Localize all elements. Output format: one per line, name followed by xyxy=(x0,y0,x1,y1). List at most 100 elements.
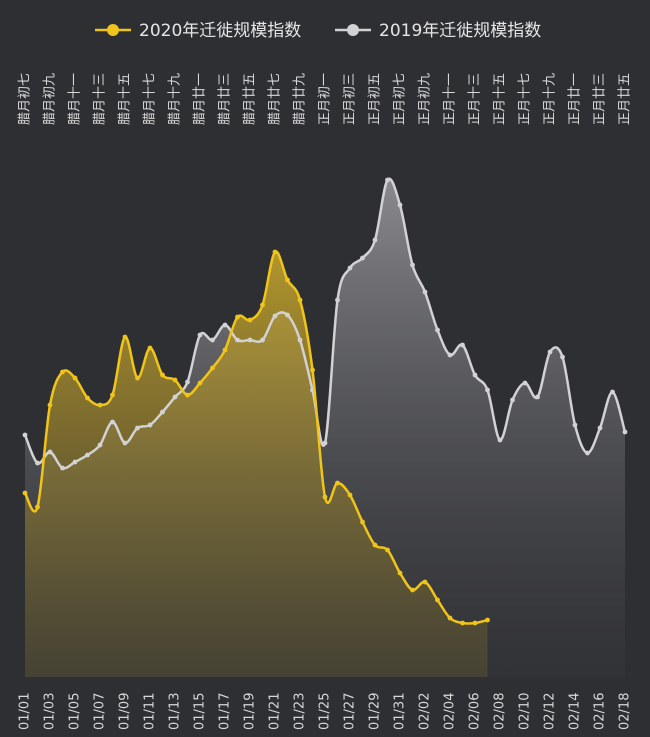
x-tick-label: 01/15 xyxy=(193,693,208,730)
point xyxy=(297,337,303,343)
point xyxy=(485,387,490,393)
point xyxy=(435,327,440,333)
lunar-label: 腊月廿三 xyxy=(218,73,233,125)
point xyxy=(285,312,290,318)
point xyxy=(372,542,378,548)
point xyxy=(285,277,290,283)
point xyxy=(110,392,115,398)
point xyxy=(235,314,240,320)
lunar-label: 腊月十五 xyxy=(118,73,133,125)
lunar-label: 正月十七 xyxy=(518,73,533,125)
lunar-label: 正月初九 xyxy=(418,73,433,125)
point xyxy=(210,365,215,371)
point xyxy=(397,570,403,576)
x-tick-label: 01/31 xyxy=(393,693,408,730)
point xyxy=(135,375,140,381)
legend-text: 2020年迁徙规模指数 xyxy=(139,21,301,41)
lunar-label: 腊月十九 xyxy=(168,73,183,125)
point xyxy=(447,352,453,358)
point xyxy=(322,494,328,500)
lunar-label: 腊月十一 xyxy=(68,73,83,125)
point xyxy=(85,395,90,401)
point xyxy=(560,354,565,360)
point xyxy=(110,419,115,425)
point xyxy=(422,289,428,295)
point xyxy=(60,465,65,471)
point xyxy=(97,402,103,408)
x-tick-label: 01/07 xyxy=(93,693,108,730)
lunar-label: 腊月初九 xyxy=(43,73,58,125)
point xyxy=(222,347,228,353)
lunar-label: 正月廿一 xyxy=(568,73,583,125)
legend-dot xyxy=(107,24,119,36)
x-tick-label: 01/29 xyxy=(368,693,383,730)
point xyxy=(97,442,103,448)
x-tick-label: 01/05 xyxy=(68,693,83,730)
point xyxy=(35,460,40,466)
lunar-label: 正月十九 xyxy=(543,73,558,125)
lunar-label: 正月十一 xyxy=(443,73,458,125)
x-tick-label: 02/12 xyxy=(543,693,558,730)
point xyxy=(535,394,540,400)
point xyxy=(485,617,490,623)
point xyxy=(185,379,190,385)
point xyxy=(547,349,553,355)
point xyxy=(247,317,253,323)
point xyxy=(197,332,203,338)
lunar-label: 正月初五 xyxy=(368,73,383,125)
point xyxy=(235,337,240,343)
x-tick-label: 01/19 xyxy=(243,693,258,730)
lunar-label: 正月初三 xyxy=(343,73,358,125)
lunar-label: 正月十五 xyxy=(493,73,508,125)
point xyxy=(260,302,265,308)
x-tick-label: 01/27 xyxy=(343,693,358,730)
legend-dot xyxy=(347,24,359,36)
lunar-label: 腊月廿九 xyxy=(293,73,308,125)
point xyxy=(522,380,528,386)
point xyxy=(72,459,78,465)
point xyxy=(622,429,628,435)
point xyxy=(435,597,440,603)
x-tick-label: 01/13 xyxy=(168,693,183,730)
point xyxy=(347,492,353,498)
point xyxy=(385,177,390,183)
point xyxy=(85,452,90,458)
point xyxy=(260,337,265,343)
point xyxy=(272,313,278,319)
x-tick-label: 01/11 xyxy=(143,693,158,730)
lunar-label: 正月初一 xyxy=(318,73,333,125)
point xyxy=(385,547,390,553)
point xyxy=(360,255,365,261)
x-tick-label: 02/02 xyxy=(418,693,433,730)
point xyxy=(347,265,353,271)
point xyxy=(447,615,453,621)
x-tick-label: 02/06 xyxy=(468,693,483,730)
point xyxy=(322,440,328,446)
lunar-label: 腊月初七 xyxy=(18,73,33,125)
x-tick-label: 01/23 xyxy=(293,693,308,730)
lunar-label: 正月十三 xyxy=(468,73,483,125)
point xyxy=(472,372,478,378)
lunar-label: 腊月廿七 xyxy=(268,73,283,125)
lunar-label: 腊月廿五 xyxy=(243,73,258,125)
point xyxy=(460,342,465,348)
point xyxy=(172,394,178,400)
point xyxy=(22,490,28,496)
point xyxy=(135,425,140,431)
point xyxy=(247,337,253,343)
x-tick-label: 02/18 xyxy=(618,693,633,730)
area xyxy=(25,251,488,678)
point xyxy=(460,620,465,626)
point xyxy=(47,402,53,408)
point xyxy=(410,262,415,268)
lunar-label: 腊月廿一 xyxy=(193,73,208,125)
point xyxy=(22,432,28,438)
point xyxy=(147,345,153,351)
x-tick-label: 01/25 xyxy=(318,693,333,730)
point xyxy=(372,237,378,243)
point xyxy=(222,322,228,328)
x-tick-label: 01/03 xyxy=(43,693,58,730)
x-tick-label: 02/04 xyxy=(443,693,458,730)
point xyxy=(35,504,40,510)
